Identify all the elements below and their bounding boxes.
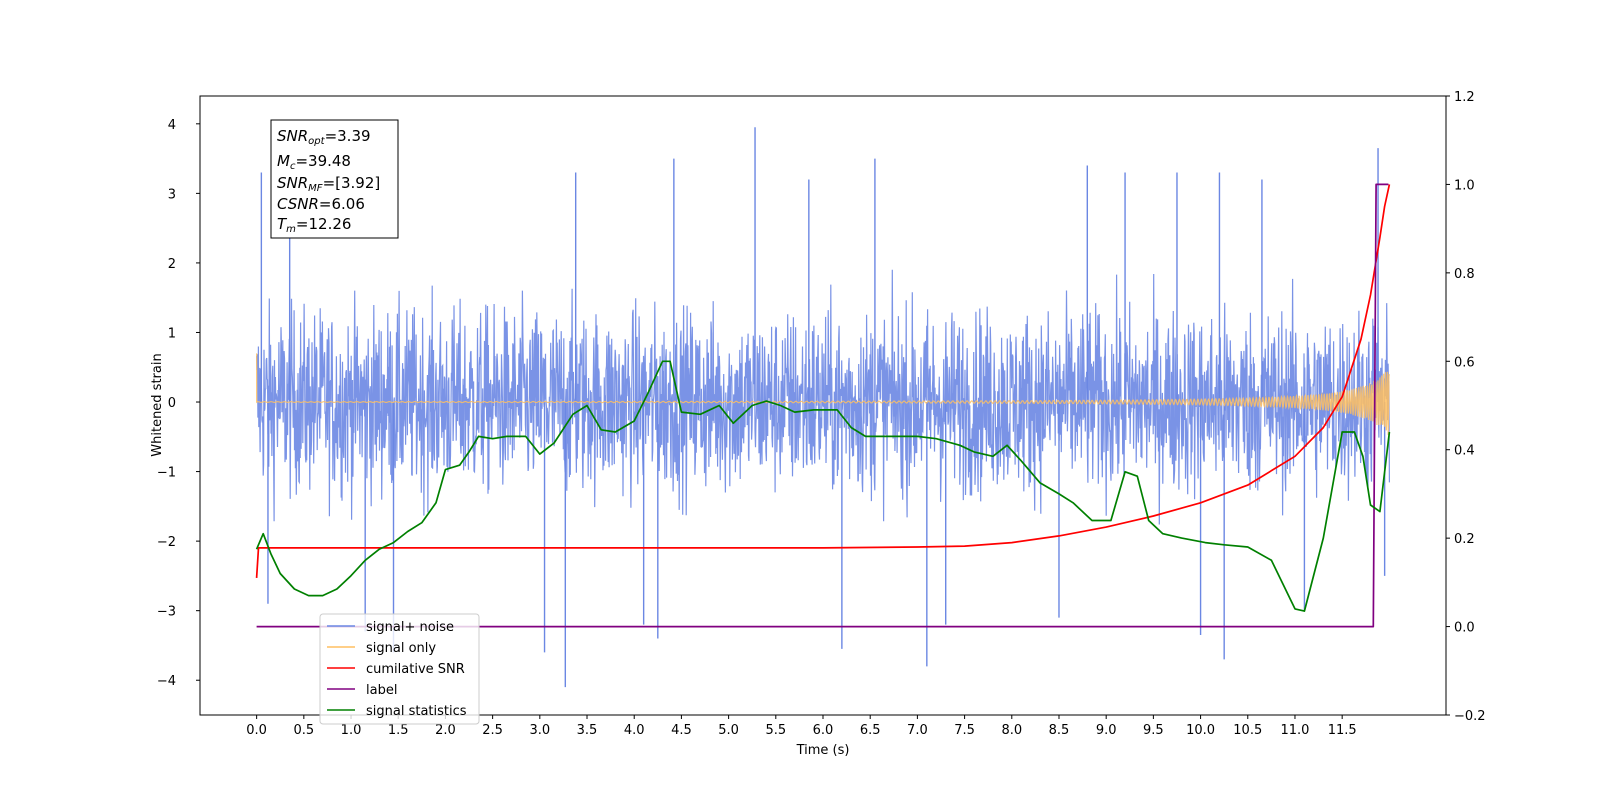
x-tick-label: 10.5 [1233,723,1262,738]
x-tick-label: 9.0 [1096,723,1117,738]
legend-entry-label: label [327,683,397,698]
x-tick-label: 7.0 [907,723,928,738]
legend-entry-signal-statistics: signal statistics [327,704,467,719]
x-tick-label: 4.5 [671,723,692,738]
legend-label-signal-noise: signal+ noise [366,620,454,635]
y-tick-label: 3 [168,187,176,202]
series-signal-statistics [255,360,1391,612]
legend-label-cumulative-snr: cumilative SNR [366,662,465,677]
x-tick-label: 3.0 [529,723,550,738]
noise-series-layer [256,127,1390,688]
x-tick-label: 8.5 [1049,723,1070,738]
legend-label-label: label [366,683,397,698]
y-tick-label: −2 [157,535,176,550]
legend-label-signal-only: signal only [366,641,436,656]
x-tick-label: 11.5 [1328,723,1357,738]
info-line-tm: Tm=12.26 [277,215,351,235]
x-tick-label: 1.0 [341,723,362,738]
y-tick-label: −1 [157,466,176,481]
info-line-csnr: CSNR=6.06 [277,195,365,213]
series-signal-only [256,353,1390,436]
x-tick-label: 11.0 [1280,723,1309,738]
y2-tick-label: −0.2 [1454,709,1486,724]
series-label [256,183,1389,628]
y-axis-left: −4 −3 −2 −1 0 1 2 3 4 [157,118,200,689]
x-tick-label: 4.0 [624,723,645,738]
x-tick-label: 7.5 [954,723,975,738]
y-tick-label: 4 [168,118,176,133]
y2-tick-label: 0.2 [1454,532,1475,547]
y-tick-label: −4 [157,674,176,689]
info-line-snr-opt: SNRopt=3.39 [277,127,371,147]
info-box-frame [270,119,399,239]
legend-frame [319,613,480,725]
x-tick-label: 0.5 [293,723,314,738]
x-tick-label: 6.0 [813,723,834,738]
x-axis-label: Time (s) [796,743,850,758]
y-tick-label: 0 [168,396,176,411]
x-tick-label: 8.0 [1001,723,1022,738]
info-line-snr-mf: SNRMF=[3.92] [277,174,380,194]
y-axis-label: Whitened strain [150,353,165,456]
x-tick-label: 6.5 [860,723,881,738]
legend-label-signal-statistics: signal statistics [366,704,467,719]
x-tick-label: 5.5 [765,723,786,738]
info-line-mc: Mc=39.48 [277,152,351,172]
x-tick-label: 5.0 [718,723,739,738]
y-tick-label: −3 [157,605,176,620]
legend: signal+ noise signal only cumilative SNR… [319,613,480,725]
x-tick-label: 2.5 [482,723,503,738]
y2-tick-label: 0.4 [1454,444,1475,459]
y2-tick-label: 1.0 [1454,178,1475,193]
series-cumulative-snr [255,184,1391,578]
y-axis-right: −0.2 0.0 0.2 0.4 0.6 0.8 1.0 1.2 [1446,90,1486,724]
y2-tick-label: 0.6 [1454,355,1475,370]
legend-entry-signal-only: signal only [327,641,436,656]
y-tick-label: 1 [168,326,176,341]
y2-tick-label: 1.2 [1454,90,1475,105]
y-tick-label: 2 [168,257,176,272]
info-box: SNRopt=3.39 Mc=39.48 SNRMF=[3.92] CSNR=6… [270,119,399,239]
legend-entry-cumulative-snr: cumilative SNR [327,662,465,677]
x-tick-label: 9.5 [1143,723,1164,738]
x-tick-label: 3.5 [577,723,598,738]
x-tick-label: 0.0 [246,723,267,738]
y2-tick-label: 0.8 [1454,267,1475,282]
legend-entry-signal-noise: signal+ noise [327,620,454,635]
x-tick-label: 1.5 [388,723,409,738]
y2-tick-label: 0.0 [1454,621,1475,636]
series-layer [255,183,1391,628]
x-tick-label: 2.0 [435,723,456,738]
x-axis: 0.0 0.5 1.0 1.5 2.0 2.5 3.0 3.5 4.0 4.5 5.0 5.5 6.0 6… [246,715,1357,738]
x-tick-label: 10.0 [1186,723,1215,738]
